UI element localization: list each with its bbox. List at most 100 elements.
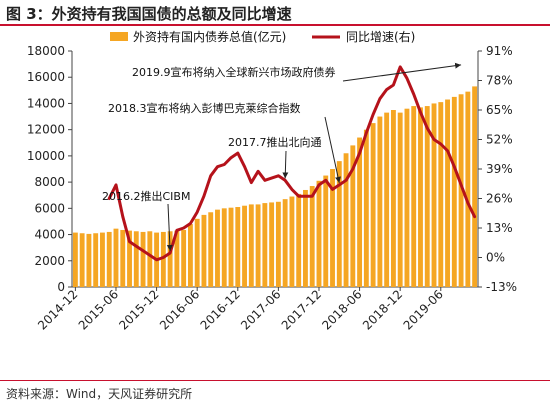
growth-point (365, 132, 367, 134)
bar (248, 204, 254, 287)
growth-point (331, 188, 334, 191)
y-left-tick-label: 4000 (34, 228, 65, 242)
x-tick-label: 2015-06 (76, 287, 121, 332)
bar (242, 205, 247, 287)
growth-point (386, 88, 388, 91)
y-right-tick-label: 52% (486, 133, 513, 147)
growth-point (216, 166, 219, 168)
growth-point (379, 98, 381, 100)
growth-point (223, 163, 225, 166)
growth-point (257, 170, 259, 172)
bar (445, 99, 450, 287)
growth-point (162, 256, 164, 259)
bar (262, 203, 268, 287)
y-left-tick-label: 16000 (27, 70, 65, 84)
bar (363, 129, 369, 287)
bar (411, 106, 417, 287)
y-left-ticks: 0 2000 4000 6000 8000 10000 12000 14000 16000 180… (27, 44, 72, 294)
x-tick-label: 2016-06 (157, 287, 202, 332)
y-left-tick-label: 18000 (27, 44, 65, 58)
growth-point (176, 229, 178, 231)
bar (140, 231, 146, 287)
bar (201, 214, 207, 287)
bar-series (72, 86, 478, 288)
legend-line-label: 同比增速(右) (346, 29, 415, 44)
growth-point (453, 166, 455, 168)
growth-point (474, 216, 476, 218)
bar (370, 123, 376, 287)
growth-point (230, 157, 232, 159)
legend-bar-swatch (110, 32, 128, 41)
x-tick-label: 2018-06 (319, 287, 364, 332)
growth-point (135, 245, 137, 247)
annotation-label: 2018.3宣布将纳入彭博巴克莱综合指数 (108, 101, 301, 115)
figure-title: 图 3：外资持有我国国债的总额及同比增速 (6, 5, 292, 23)
bar (350, 145, 356, 287)
growth-point (264, 179, 266, 181)
growth-point (128, 241, 131, 243)
bar (316, 180, 322, 287)
bar (282, 199, 288, 287)
annotation-label: 2019.9宣布将纳入全球新兴市场政府债券 (132, 65, 336, 79)
growth-point (304, 195, 307, 197)
bar (330, 169, 335, 287)
y-right-tick-label: -13% (486, 280, 517, 294)
growth-point (440, 143, 442, 145)
bar (255, 204, 261, 287)
growth-point (149, 254, 151, 256)
growth-point (352, 168, 354, 170)
y-right-tick-label: 13% (486, 221, 513, 235)
bar (390, 110, 396, 287)
bar (187, 224, 193, 287)
bar (377, 116, 383, 287)
x-ticks: 2014-122015-062015-122016-062016-122017-… (35, 287, 446, 333)
bar (418, 107, 423, 287)
growth-point (284, 179, 286, 181)
x-tick-label: 2016-12 (198, 287, 243, 332)
bar (215, 209, 220, 287)
bar (384, 112, 390, 287)
x-tick-label: 2014-12 (35, 287, 80, 332)
growth-point (271, 177, 273, 179)
y-left-tick-label: 8000 (34, 175, 65, 189)
annotation-label: 2017.7推出北向通 (228, 135, 322, 149)
growth-point (155, 259, 158, 261)
growth-point (399, 66, 401, 68)
y-right-tick-label: 91% (486, 44, 513, 58)
y-right-tick-label: 26% (486, 192, 513, 206)
bar (431, 103, 437, 287)
y-right-ticks: -13% 0% 13% 26% 39% 52% 65% 78% 91% (478, 44, 517, 294)
bar (106, 231, 112, 287)
bar (235, 207, 241, 287)
growth-point (467, 202, 469, 204)
growth-point (372, 113, 374, 116)
growth-point (277, 175, 279, 177)
growth-point (189, 222, 192, 225)
y-left-tick-label: 10000 (27, 149, 65, 163)
bar (181, 229, 187, 287)
bar (208, 212, 214, 287)
growth-point (250, 182, 252, 184)
bar (397, 112, 403, 287)
growth-point (183, 227, 185, 229)
bar (86, 233, 92, 287)
bar (472, 86, 478, 288)
axes (71, 51, 479, 288)
bar (343, 153, 349, 287)
bar (167, 231, 173, 287)
source-note: 资料来源：Wind，天风证券研究所 (6, 387, 193, 401)
growth-point (433, 138, 435, 141)
x-tick-label: 2015-12 (116, 287, 161, 332)
growth-point (196, 211, 198, 213)
bar (269, 202, 275, 287)
bar (120, 229, 126, 287)
bar (79, 233, 85, 287)
y-left-tick-label: 2000 (34, 254, 65, 268)
growth-point (311, 195, 313, 197)
y-left-tick-label: 14000 (27, 96, 65, 110)
x-tick-label: 2017-06 (238, 287, 283, 332)
source-divider (0, 380, 550, 381)
bar (174, 230, 180, 287)
bar (127, 230, 132, 287)
bar (458, 94, 464, 288)
